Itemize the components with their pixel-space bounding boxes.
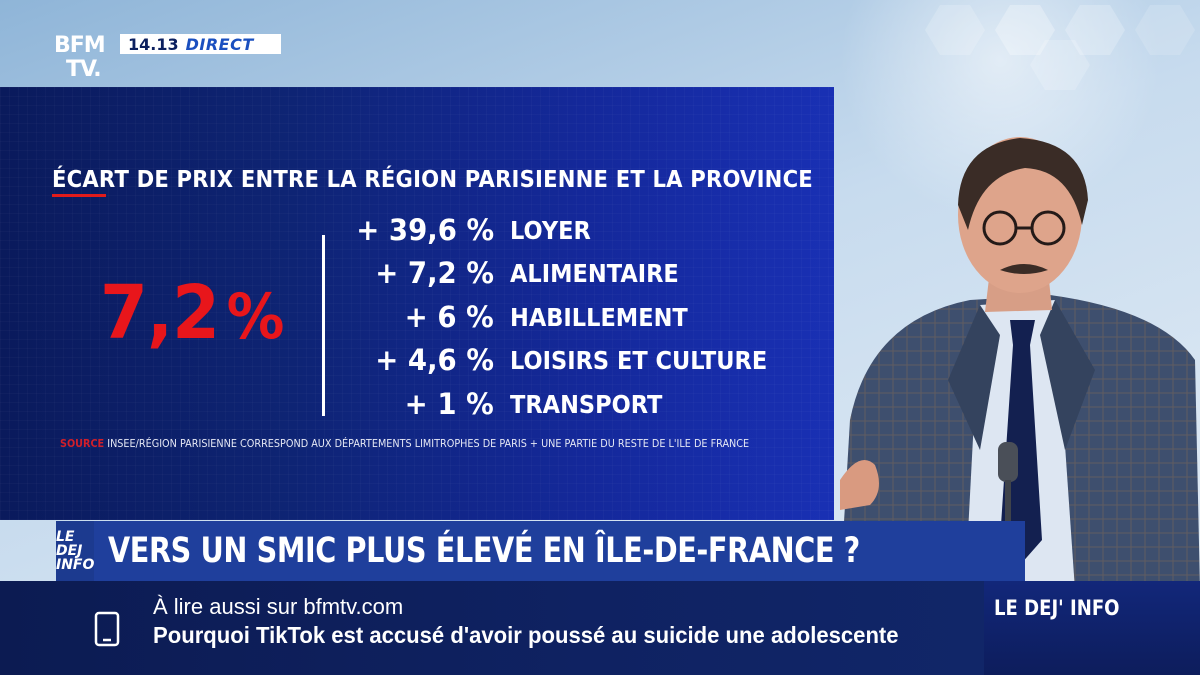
phone-icon [94,611,120,647]
title-underline [52,194,106,197]
logo-line-2: TV. [66,57,102,82]
category-label: LOISIRS ET CULTURE [510,346,768,375]
news-ticker [0,581,984,675]
source-text: INSEE/RÉGION PARISIENNE CORRESPOND AUX D… [107,438,750,450]
category-value: + 1 % [404,387,494,421]
list-item: + 7,2 % ALIMENTAIRE [330,256,800,296]
price-gap-infographic: ÉCART DE PRIX ENTRE LA RÉGION PARISIENNE… [0,87,834,520]
show-tag-line-2: INFO [56,557,95,573]
category-label: LOYER [510,216,591,245]
hexagon-pattern [925,5,1195,90]
category-value: + 7,2 % [375,256,494,290]
list-item: + 6 % HABILLEMENT [330,300,800,340]
headline-percentage: 7,2% [100,270,285,356]
live-indicator: 14.13 DIRECT [120,34,281,54]
clock-time: 14.13 [128,34,179,54]
vertical-divider [322,235,325,416]
source-label: SOURCE [60,438,105,450]
logo-line-1: BFM [54,33,106,58]
show-name-label: LE DEJ' INFO [994,596,1120,620]
list-item: + 39,6 % LOYER [330,213,800,253]
category-value: + 6 % [404,300,494,334]
live-label: DIRECT [185,34,254,54]
channel-logo: BFM TV. [54,34,114,86]
show-name-box [984,581,1200,675]
list-item: + 4,6 % LOISIRS ET CULTURE [330,343,800,383]
headline-unit: % [226,280,285,353]
show-tag-line-1: LE DEJ [56,529,83,559]
headline-value: 7,2 [100,270,220,356]
headline-text: VERS UN SMIC PLUS ÉLEVÉ EN ÎLE-DE-FRANCE… [108,531,861,571]
category-label: HABILLEMENT [510,303,688,332]
ticker-story[interactable]: Pourquoi TikTok est accusé d'avoir pouss… [153,622,899,648]
list-item: + 1 % TRANSPORT [330,387,800,427]
ticker-intro: À lire aussi sur bfmtv.com [153,594,404,619]
category-value: + 4,6 % [375,343,494,377]
show-tag: LE DEJ INFO [56,521,95,581]
headline-container: VERS UN SMIC PLUS ÉLEVÉ EN ÎLE-DE-FRANCE… [94,521,1026,581]
category-label: ALIMENTAIRE [510,259,679,288]
category-label: TRANSPORT [510,390,663,419]
infographic-title: ÉCART DE PRIX ENTRE LA RÉGION PARISIENNE… [52,167,813,193]
category-value: + 39,6 % [356,213,494,247]
presenter-figure [840,137,1200,590]
headline-band: LE DEJ INFO VERS UN SMIC PLUS ÉLEVÉ EN Î… [56,521,1026,581]
source-note: SOURCE INSEE/RÉGION PARISIENNE CORRESPON… [60,438,759,450]
